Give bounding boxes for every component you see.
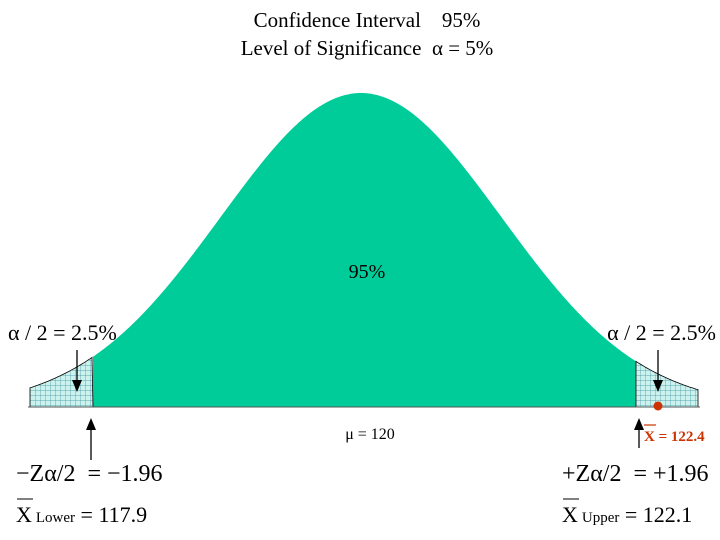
title-line-1: Confidence Interval 95% xyxy=(254,8,481,32)
right-tail-region xyxy=(635,360,699,408)
upper-bound-value: = 122.1 xyxy=(619,502,692,527)
lower-bound-value: = 117.9 xyxy=(75,502,147,527)
right-alpha-label: α / 2 = 2.5% xyxy=(607,320,716,345)
left-z-label: −Zα/2 = −1.96 xyxy=(16,461,163,487)
title-line-2: Level of Significance α = 5% xyxy=(241,36,494,60)
center-area-95 xyxy=(93,93,636,407)
lower-bound-subscript: Lower xyxy=(36,510,75,526)
right-critical-arrow xyxy=(634,418,644,448)
left-tail-region xyxy=(29,356,94,408)
lower-bound-label: X Lower = 117.9 xyxy=(16,502,147,527)
upper-bound-subscript: Upper xyxy=(582,510,620,526)
left-tail-arrow xyxy=(72,350,82,392)
upper-bound-label: X Upper = 122.1 xyxy=(562,502,692,527)
sample-mean-label: X = 122.4 xyxy=(644,429,705,445)
center-area-label: 95% xyxy=(349,261,386,283)
right-z-label: +Zα/2 = +1.96 xyxy=(562,461,709,487)
left-alpha-label: α / 2 = 2.5% xyxy=(8,320,117,345)
upper-bound-symbol: X xyxy=(562,502,578,527)
lower-bound-symbol: X xyxy=(16,502,32,527)
right-tail-arrow xyxy=(653,350,663,392)
sample-mean-marker xyxy=(653,401,663,411)
left-critical-arrow xyxy=(86,418,96,460)
mean-label: μ = 120 xyxy=(345,426,395,443)
